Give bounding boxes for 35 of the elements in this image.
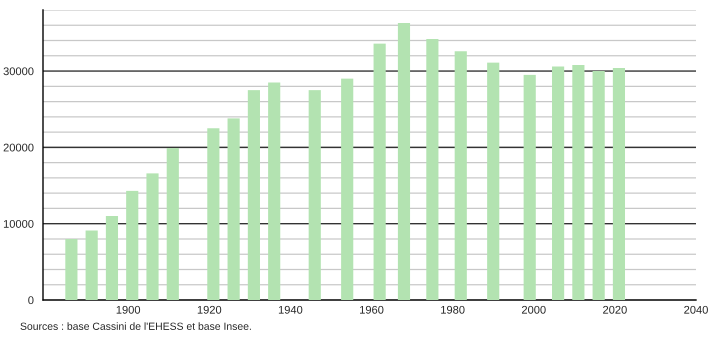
bar — [487, 62, 500, 300]
bar — [612, 68, 626, 300]
bar — [126, 190, 138, 300]
x-tick-label: 1900 — [116, 306, 140, 314]
bar — [166, 148, 179, 300]
y-tick-label: 0 — [28, 296, 34, 304]
bar — [146, 173, 159, 300]
bar — [374, 44, 386, 300]
bar — [207, 128, 220, 300]
x-tick-label: 1940 — [278, 306, 302, 314]
bar — [106, 216, 118, 300]
source-note: Sources : base Cassini de l'EHESS et base Insee. — [20, 322, 251, 330]
bar — [268, 82, 280, 300]
bar — [248, 90, 260, 300]
bar — [454, 51, 467, 300]
x-tick-label: 1980 — [441, 306, 465, 314]
bar — [426, 39, 438, 300]
y-tick-label: 20000 — [4, 144, 34, 152]
bar — [398, 22, 410, 300]
bar — [524, 74, 536, 300]
x-tick-label: 1960 — [360, 306, 384, 314]
x-tick-label: 1920 — [198, 306, 222, 314]
bar — [228, 118, 240, 300]
bar — [341, 78, 354, 300]
bar — [86, 230, 98, 300]
bar — [572, 64, 584, 300]
x-tick-label: 2000 — [522, 306, 546, 314]
y-tick-label: 30000 — [4, 67, 34, 76]
bar — [65, 238, 78, 300]
bar — [308, 90, 321, 300]
bar — [552, 66, 564, 300]
x-tick-label: 2040 — [684, 306, 708, 314]
x-tick-label: 2020 — [603, 306, 627, 314]
y-tick-label: 10000 — [4, 220, 34, 228]
bar — [592, 71, 605, 300]
